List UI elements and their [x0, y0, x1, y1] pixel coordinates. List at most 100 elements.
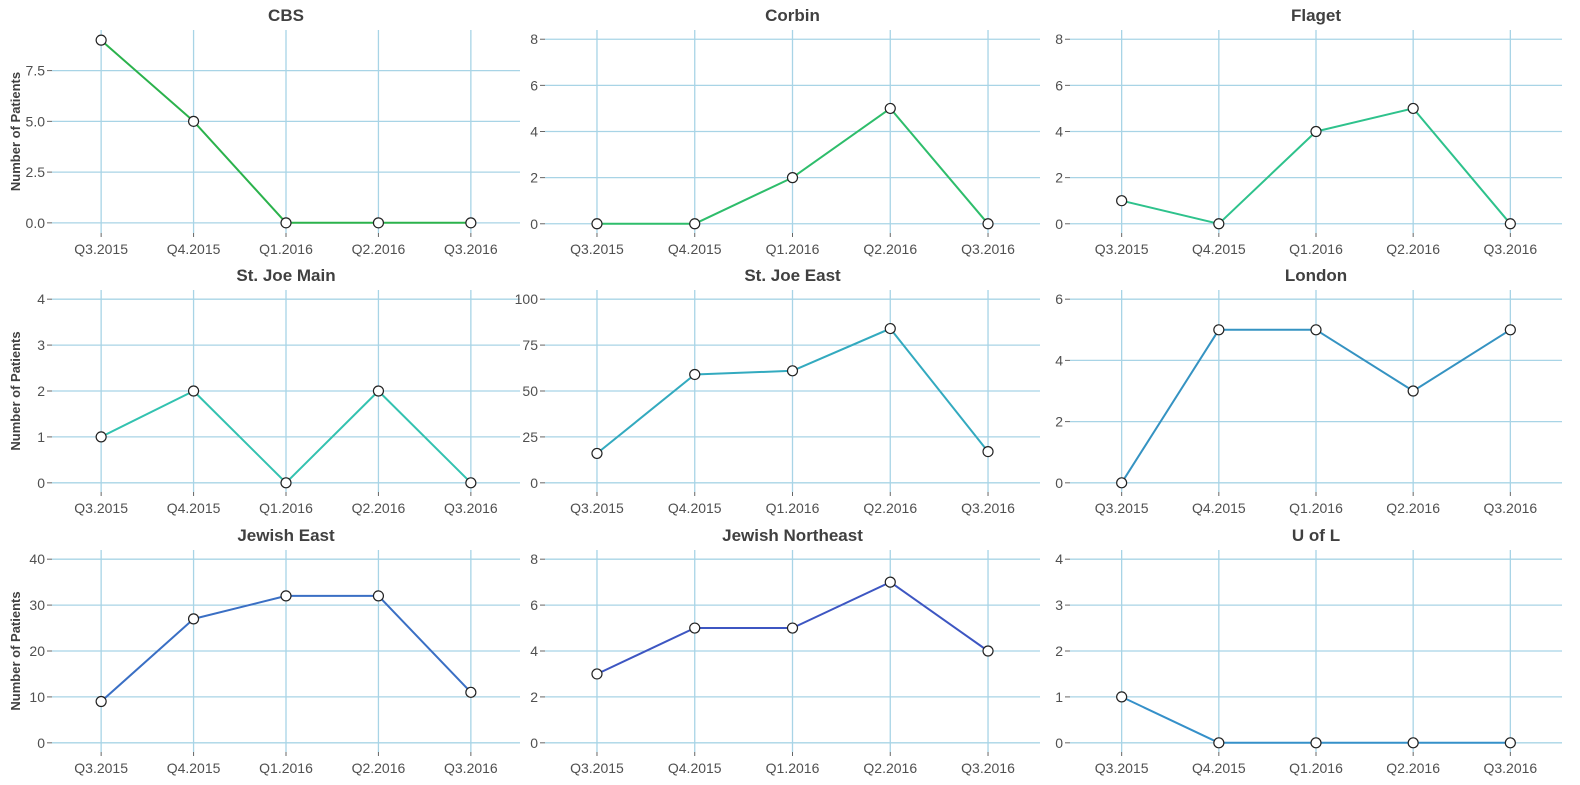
- x-tick-label: Q3.2016: [1483, 500, 1537, 516]
- x-tick-label: Q1.2016: [766, 241, 820, 257]
- data-point: [591, 218, 603, 230]
- x-tick-label: Q1.2016: [766, 760, 820, 776]
- y-tick-label: 4: [530, 643, 538, 659]
- x-tick-label: Q3.2015: [74, 500, 128, 516]
- y-tick-label: 2.5: [26, 164, 46, 180]
- x-tick-label: Q3.2016: [1483, 760, 1537, 776]
- x-tick-label: Q1.2016: [259, 241, 313, 257]
- data-point: [982, 645, 994, 657]
- y-tick-label: 20: [29, 643, 45, 659]
- chart-title: Jewish Northeast: [722, 526, 863, 545]
- x-tick-label: Q4.2015: [668, 241, 722, 257]
- y-tick-label: 4: [1055, 124, 1063, 140]
- y-tick-label: 0: [37, 735, 45, 751]
- data-point: [187, 613, 200, 625]
- y-tick-label: 1: [37, 429, 45, 445]
- data-point: [95, 34, 107, 46]
- x-tick-label: Q2.2016: [1386, 760, 1440, 776]
- y-tick-label: 30: [29, 597, 45, 613]
- x-tick-label: Q3.2016: [961, 241, 1015, 257]
- y-tick-label: 0: [530, 735, 538, 751]
- data-point: [1116, 691, 1128, 703]
- x-tick-label: Q3.2015: [1095, 760, 1149, 776]
- data-point: [1213, 218, 1225, 230]
- y-tick-label: 2: [1055, 170, 1063, 186]
- x-tick-label: Q2.2016: [1386, 241, 1440, 257]
- data-point: [465, 217, 477, 229]
- x-tick-label: Q3.2015: [1095, 500, 1149, 516]
- data-point: [884, 102, 896, 115]
- y-tick-label: 6: [530, 597, 538, 613]
- data-point: [372, 217, 385, 229]
- y-tick-label: 4: [37, 291, 45, 307]
- x-tick-label: Q4.2015: [668, 500, 722, 516]
- y-tick-label: 8: [530, 551, 538, 567]
- y-tick-label: 1: [1055, 689, 1063, 705]
- y-tick-label: 0: [530, 216, 538, 232]
- data-point: [465, 477, 477, 489]
- data-point: [1407, 737, 1419, 749]
- data-point: [187, 115, 200, 127]
- x-tick-label: Q1.2016: [259, 760, 313, 776]
- data-point: [786, 622, 799, 634]
- chart-title: St. Joe East: [744, 266, 841, 285]
- x-tick-label: Q4.2015: [1192, 241, 1246, 257]
- y-tick-label: 4: [1055, 352, 1063, 368]
- data-point: [372, 385, 385, 397]
- data-point: [786, 365, 799, 377]
- chart-panel-8: 0 2 4 6 8 Q3.2015 Q4.2015 Q1.2016 Q2.2016 Q3.2016…: [530, 526, 1040, 776]
- x-tick-label: Q3.2015: [570, 760, 624, 776]
- x-tick-label: Q4.2015: [1192, 500, 1246, 516]
- data-point: [591, 447, 603, 460]
- y-tick-label: 2: [1055, 643, 1063, 659]
- y-tick-label: 5.0: [26, 113, 46, 129]
- chart-title: U of L: [1292, 526, 1340, 545]
- chart-title: London: [1285, 266, 1347, 285]
- x-tick-label: Q3.2016: [444, 500, 498, 516]
- y-tick-label: 75: [522, 337, 538, 353]
- data-point: [689, 218, 701, 230]
- y-tick-label: 3: [37, 337, 45, 353]
- data-point: [1504, 218, 1516, 230]
- x-tick-label: Q3.2016: [961, 760, 1015, 776]
- x-tick-label: Q2.2016: [1386, 500, 1440, 516]
- data-point: [1407, 385, 1419, 397]
- chart-title: Flaget: [1291, 6, 1341, 25]
- x-tick-label: Q1.2016: [1289, 760, 1343, 776]
- x-tick-label: Q4.2015: [167, 500, 221, 516]
- x-tick-label: Q2.2016: [352, 241, 406, 257]
- data-point: [689, 622, 701, 634]
- data-point: [1504, 737, 1516, 749]
- y-tick-label: 40: [29, 551, 45, 567]
- y-tick-label: 25: [522, 429, 538, 445]
- x-tick-label: Q2.2016: [863, 760, 917, 776]
- x-tick-label: Q3.2016: [1483, 241, 1537, 257]
- chart-panel-1: 0.0 2.5 5.0 7.5 Q3.2015 Q4.2015 Q1.2016 Q2.2016…: [8, 6, 520, 257]
- x-tick-label: Q1.2016: [1289, 500, 1343, 516]
- data-point: [591, 668, 603, 680]
- y-tick-label: 8: [530, 31, 538, 47]
- data-point: [884, 322, 896, 335]
- y-tick-label: 0: [1055, 475, 1063, 491]
- chart-panel-2: 0 2 4 6 8 Q3.2015 Q4.2015 Q1.2016 Q2.2016 Q3.2016…: [530, 6, 1040, 257]
- x-tick-label: Q3.2015: [570, 241, 624, 257]
- data-point: [982, 446, 994, 458]
- chart-title: CBS: [268, 6, 304, 25]
- data-point: [1213, 737, 1225, 749]
- data-point: [1310, 324, 1322, 336]
- y-axis-title: Number of Patients: [8, 331, 23, 450]
- y-tick-label: 2: [530, 689, 538, 705]
- data-point: [280, 217, 292, 229]
- data-point: [1310, 737, 1322, 749]
- data-point: [982, 218, 994, 230]
- x-tick-label: Q1.2016: [259, 500, 313, 516]
- y-tick-label: 0: [1055, 735, 1063, 751]
- y-tick-label: 2: [1055, 414, 1063, 430]
- y-tick-label: 6: [1055, 291, 1063, 307]
- data-point: [465, 686, 477, 698]
- chart-title: Corbin: [765, 6, 820, 25]
- y-tick-label: 6: [1055, 77, 1063, 93]
- data-point: [95, 431, 107, 443]
- data-point: [1407, 102, 1419, 115]
